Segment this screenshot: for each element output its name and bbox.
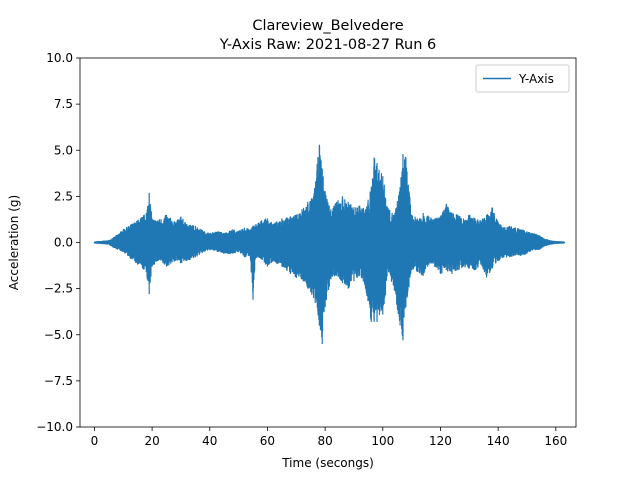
legend-label-y-axis: Y-Axis xyxy=(518,72,554,86)
chart-subtitle: Y-Axis Raw: 2021-08-27 Run 6 xyxy=(219,37,436,53)
y-tick-label: 0.0 xyxy=(54,236,73,250)
y-tick-label: −10.0 xyxy=(36,420,73,434)
y-axis-label: Acceleration (g) xyxy=(7,195,21,290)
y-tick-label: −7.5 xyxy=(44,374,73,388)
x-tick-label: 160 xyxy=(544,434,567,448)
y-tick-label: 5.0 xyxy=(54,143,73,157)
x-axis: 0 20 40 60 80 100 120 140 160 xyxy=(91,427,567,448)
x-tick-label: 40 xyxy=(202,434,217,448)
y-axis: −10.0 −7.5 −5.0 −2.5 0.0 2.5 5.0 7.5 10.0 xyxy=(36,51,80,434)
y-tick-label: −5.0 xyxy=(44,328,73,342)
x-tick-label: 20 xyxy=(144,434,159,448)
x-tick-label: 60 xyxy=(260,434,275,448)
x-tick-label: 120 xyxy=(429,434,452,448)
y-tick-label: 10.0 xyxy=(46,51,73,65)
x-axis-label: Time (secongs) xyxy=(281,456,374,470)
x-tick-label: 140 xyxy=(487,434,510,448)
y-tick-label: −2.5 xyxy=(44,282,73,296)
x-tick-label: 100 xyxy=(371,434,394,448)
series-line-y-axis xyxy=(93,144,566,344)
x-tick-label: 80 xyxy=(317,434,332,448)
chart-title: Clareview_Belvedere xyxy=(252,18,403,34)
legend: Y-Axis xyxy=(475,64,570,93)
legend-box xyxy=(475,64,570,93)
y-tick-label: 7.5 xyxy=(54,97,73,111)
y-tick-label: 2.5 xyxy=(54,189,73,203)
x-tick-label: 0 xyxy=(91,434,99,448)
